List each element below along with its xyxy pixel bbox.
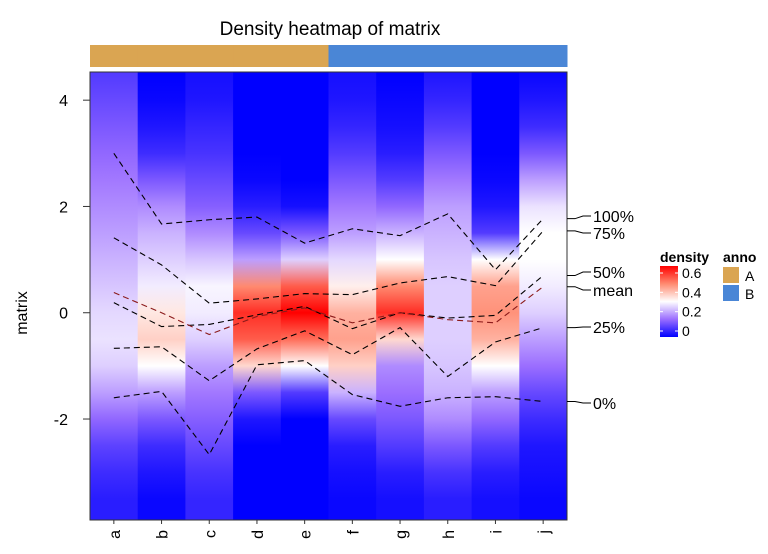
x-tick-label: d (250, 530, 267, 539)
heatmap-column-d (233, 72, 282, 520)
x-tick-label: a (107, 530, 124, 539)
quantile-line-100pct (113, 153, 544, 271)
x-tick-label: c (202, 530, 219, 538)
label-connector (567, 230, 591, 234)
anno-legend-swatch-B (723, 285, 739, 301)
series-label: mean (593, 283, 633, 300)
label-connector (567, 400, 591, 404)
label-connector (567, 326, 591, 329)
quantile-line-50pct (113, 275, 544, 330)
x-tick-label: i (488, 530, 505, 534)
quantile-line-mean (113, 286, 544, 336)
label-connector (567, 271, 591, 277)
x-tick-label: b (155, 530, 172, 539)
colorbar-tick-label: 0.4 (682, 284, 702, 300)
heatmap-column-h (423, 72, 473, 520)
heatmap-column-f (328, 72, 377, 520)
anno-legend-title: anno (723, 249, 756, 265)
series-label: 75% (593, 226, 625, 243)
quantile-line-75pct (113, 230, 544, 304)
annotation-cell-j (519, 45, 568, 67)
colorbar-tick-label: 0.6 (682, 265, 702, 281)
colorbar-tick-label: 0 (682, 323, 690, 339)
x-tick-label: j (536, 530, 553, 535)
chart-title: Density heatmap of matrix (220, 19, 441, 40)
heatmap-column-c (185, 72, 234, 520)
label-connector (567, 215, 591, 220)
series-label: 100% (593, 209, 634, 226)
y-tick-label: 0 (59, 306, 68, 323)
annotation-cell-d (233, 45, 282, 67)
label-connector (567, 286, 591, 291)
density-colorbar (660, 266, 678, 337)
annotation-cell-i (471, 45, 520, 67)
y-tick-label: 4 (59, 93, 68, 110)
series-label: 50% (593, 265, 625, 282)
annotation-cell-e (280, 45, 329, 67)
annotation-cell-c (185, 45, 234, 67)
anno-legend-label: A (745, 268, 755, 284)
heatmap-column-g (376, 72, 425, 520)
annotation-cell-b (137, 45, 186, 67)
series-label: 25% (593, 320, 625, 337)
y-tick-label: 2 (59, 199, 68, 216)
annotation-cell-g (376, 45, 425, 67)
anno-legend-label: B (745, 286, 754, 302)
series-label: 0% (593, 396, 616, 413)
y-tick-label: -2 (54, 412, 68, 429)
heatmap-column-e (280, 72, 329, 520)
heatmap-column-a (90, 72, 139, 520)
x-tick-label: h (441, 530, 458, 539)
anno-legend-swatch-A (723, 267, 739, 283)
density-legend-title: density (660, 249, 709, 265)
heatmap-column-i (471, 72, 520, 520)
x-tick-label: e (298, 530, 315, 539)
annotation-cell-f (328, 45, 377, 67)
quantile-line-25pct (113, 326, 544, 382)
x-tick-label: g (393, 530, 410, 539)
x-tick-label: f (345, 529, 362, 534)
annotation-cell-h (423, 45, 473, 67)
heatmap-column-j (519, 72, 568, 520)
heatmap-column-b (137, 72, 186, 520)
annotation-cell-a (90, 45, 139, 67)
y-axis-label: matrix (14, 291, 31, 335)
colorbar-tick-label: 0.2 (682, 304, 702, 320)
